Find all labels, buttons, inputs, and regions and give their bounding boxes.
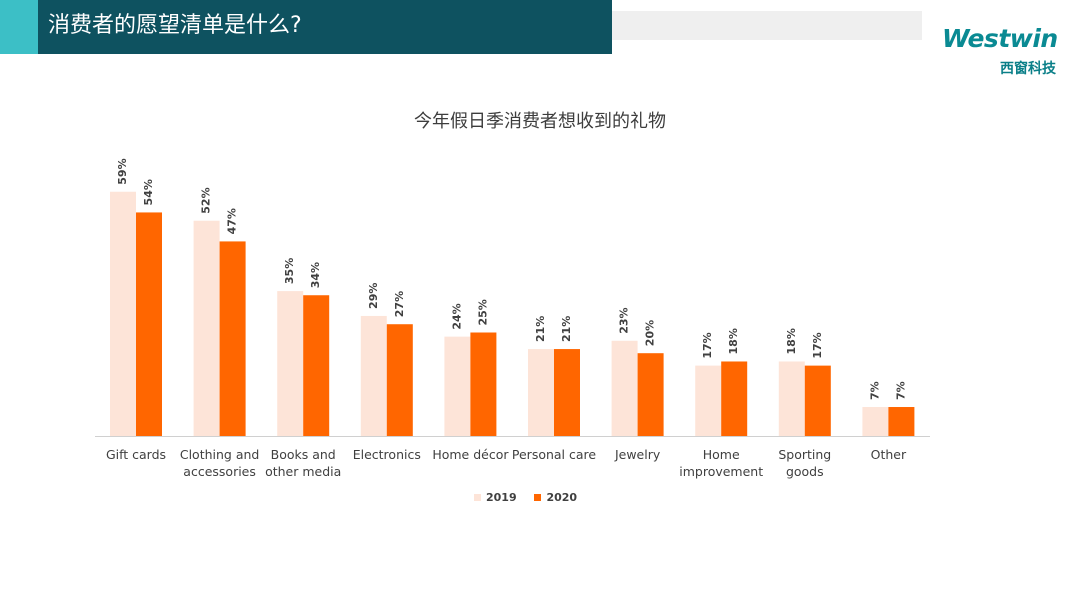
title-accent: [0, 0, 38, 54]
legend-swatch-2020: [534, 494, 542, 501]
data-label-2019-3: 29%: [367, 283, 380, 309]
data-label-2019-9: 7%: [868, 381, 881, 400]
bar-2020-2: [303, 295, 330, 436]
data-label-2019-5: 21%: [534, 316, 547, 342]
bar-2019-2: [277, 291, 304, 436]
chart-title: 今年假日季消费者想收到的礼物: [414, 111, 666, 132]
bar-2019-9: [862, 407, 889, 436]
bar-2019-8: [778, 361, 805, 436]
category-label-5: Personal care: [512, 447, 597, 462]
data-label-2019-2: 35%: [283, 258, 296, 284]
category-label-8: goods: [786, 464, 824, 479]
logo-wordmark: Westwin: [942, 24, 1058, 53]
bar-2019-7: [695, 365, 722, 436]
bar-2020-4: [470, 332, 497, 436]
bar-2020-1: [219, 241, 246, 436]
category-label-2: Books and: [271, 447, 336, 462]
data-label-2020-9: 7%: [894, 381, 907, 400]
category-label-7: Home: [703, 447, 740, 462]
data-label-2020-2: 34%: [309, 262, 322, 288]
data-label-2019-4: 24%: [450, 303, 463, 329]
bar-2020-6: [637, 353, 664, 436]
bar-2020-8: [804, 365, 831, 436]
category-label-1: accessories: [183, 464, 256, 479]
bar-2020-9: [888, 407, 915, 436]
data-label-2020-4: 25%: [476, 299, 489, 325]
category-label-4: Home décor: [432, 447, 509, 462]
bar-2019-1: [193, 220, 220, 436]
title-strip: [612, 11, 922, 40]
data-label-2019-6: 23%: [618, 307, 631, 333]
legend-item-2019: 2019: [474, 491, 517, 504]
title-bar: 消费者的愿望清单是什么?: [0, 0, 612, 54]
category-label-8: Sporting: [778, 447, 831, 462]
bar-2019-0: [110, 191, 136, 436]
logo-chinese-name: 西窗科技: [1000, 61, 1056, 77]
data-label-2019-0: 59%: [116, 158, 129, 184]
legend-swatch-2019: [474, 494, 481, 501]
data-label-2020-6: 20%: [644, 320, 657, 346]
category-label-7: improvement: [679, 464, 763, 479]
legend: 2019 2020: [474, 491, 591, 507]
data-label-2019-7: 17%: [701, 332, 714, 358]
category-label-0: Gift cards: [106, 447, 166, 462]
legend-label-2020: 2020: [546, 491, 578, 504]
data-label-2020-7: 18%: [727, 328, 740, 354]
bar-2019-5: [528, 349, 554, 436]
category-label-6: Jewelry: [614, 447, 661, 462]
bar-2019-6: [611, 340, 638, 436]
data-label-2019-8: 18%: [785, 328, 798, 354]
westwin-logo: Westwin 西窗科技: [942, 24, 1072, 80]
bar-2020-3: [386, 324, 413, 436]
bar-2019-4: [444, 336, 471, 436]
page-title: 消费者的愿望清单是什么?: [48, 13, 302, 38]
bar-2019-3: [360, 315, 387, 436]
data-label-2020-0: 54%: [142, 179, 155, 205]
bar-2020-0: [136, 212, 162, 436]
legend-item-2020: 2020: [534, 491, 577, 504]
category-label-9: Other: [871, 447, 907, 462]
data-label-2020-1: 47%: [226, 208, 239, 234]
bar-2020-5: [554, 349, 580, 436]
legend-label-2019: 2019: [486, 491, 517, 504]
category-label-1: Clothing and: [180, 447, 260, 462]
category-label-3: Electronics: [353, 447, 421, 462]
category-label-2: other media: [265, 464, 341, 479]
data-label-2019-1: 52%: [200, 187, 213, 213]
data-label-2020-8: 17%: [811, 332, 824, 358]
data-label-2020-3: 27%: [393, 291, 406, 317]
data-label-2020-5: 21%: [560, 316, 573, 342]
bar-2020-7: [721, 361, 748, 436]
